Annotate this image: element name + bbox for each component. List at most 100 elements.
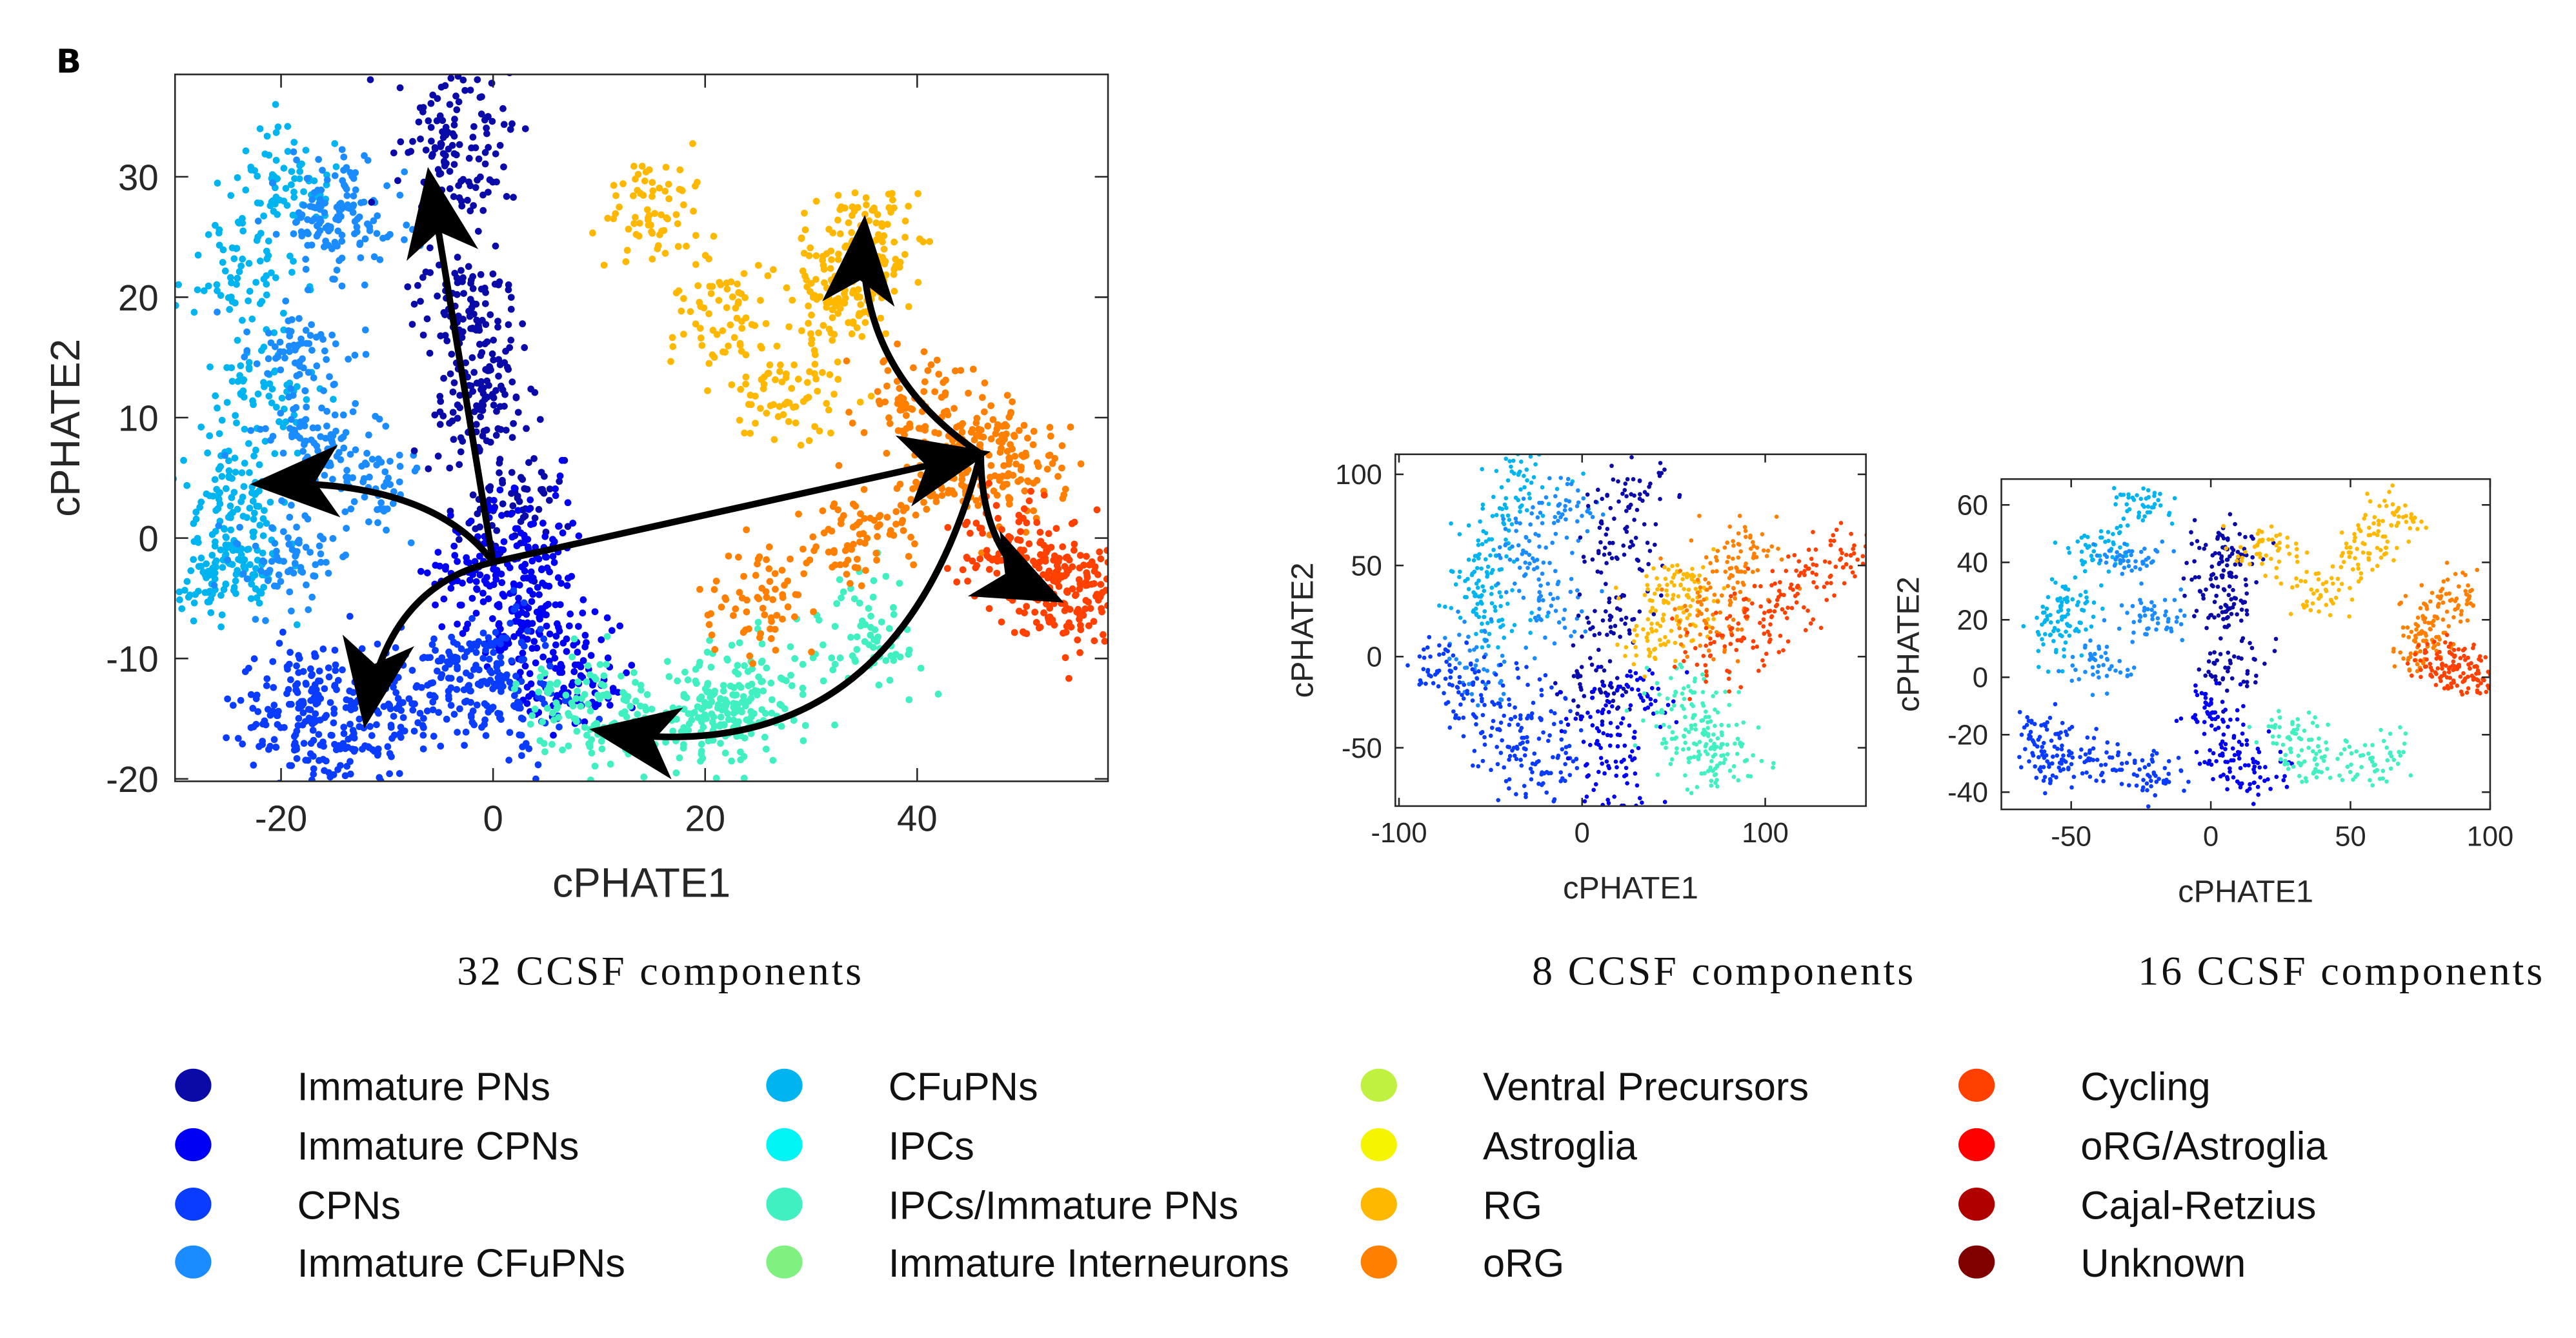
data-point <box>507 305 515 313</box>
data-point <box>607 760 614 768</box>
data-point <box>227 526 235 534</box>
data-point <box>1524 795 1528 800</box>
data-point <box>225 467 233 474</box>
data-point <box>1558 476 1564 480</box>
data-point <box>456 461 463 469</box>
data-point <box>492 150 499 157</box>
data-point <box>1697 573 1702 578</box>
data-point <box>740 270 748 278</box>
data-point <box>1516 675 1521 680</box>
data-point <box>1733 596 1738 601</box>
data-point <box>972 564 980 572</box>
data-point <box>1615 676 1620 680</box>
data-point <box>507 511 515 518</box>
data-point <box>1736 531 1741 536</box>
data-point <box>1622 774 1627 778</box>
data-point <box>696 325 704 332</box>
data-point <box>1556 511 1561 516</box>
data-point <box>1497 701 1502 706</box>
data-point <box>394 177 401 185</box>
data-point <box>337 199 345 207</box>
data-point <box>343 192 351 199</box>
data-point <box>1635 783 1640 788</box>
data-point <box>1607 659 1613 664</box>
data-point <box>1697 513 1702 518</box>
data-point <box>236 372 243 380</box>
data-point <box>258 298 266 305</box>
data-point <box>880 358 887 366</box>
data-point <box>1611 698 1616 704</box>
data-point <box>1471 712 1476 716</box>
data-point <box>320 387 327 394</box>
data-point <box>200 287 208 294</box>
data-point <box>1723 569 1728 574</box>
data-point <box>215 465 223 473</box>
data-point <box>1729 573 1733 578</box>
data-point <box>238 469 246 476</box>
data-point <box>483 377 491 385</box>
data-point <box>850 595 858 603</box>
data-point <box>426 349 434 357</box>
data-point <box>388 735 396 742</box>
data-point <box>836 561 844 569</box>
data-point <box>971 436 978 443</box>
data-point <box>1000 462 1007 469</box>
data-point <box>843 571 850 578</box>
data-point <box>1738 740 1742 745</box>
data-point <box>1458 569 1462 574</box>
data-point <box>1537 544 1542 549</box>
data-point <box>503 634 510 642</box>
data-point <box>323 558 330 566</box>
data-point <box>736 416 743 424</box>
data-point <box>1733 741 1737 746</box>
data-point <box>1036 539 1044 547</box>
data-point <box>543 622 550 630</box>
data-point <box>239 255 247 263</box>
data-point <box>287 328 295 335</box>
data-point <box>705 688 713 696</box>
data-point <box>1449 605 1454 611</box>
data-point <box>1571 759 1576 764</box>
data-point <box>1532 656 1537 661</box>
data-point <box>1715 784 1720 789</box>
data-point <box>308 687 315 695</box>
data-point <box>1540 571 1545 576</box>
data-point <box>604 214 612 222</box>
data-point <box>286 348 293 356</box>
data-point <box>318 404 325 412</box>
data-point <box>1508 716 1513 722</box>
data-point <box>810 370 818 378</box>
data-point <box>525 459 532 467</box>
data-point <box>857 510 864 518</box>
data-point <box>1640 568 1644 573</box>
data-point <box>279 629 287 636</box>
data-point <box>538 565 545 573</box>
data-point <box>409 706 417 714</box>
data-point <box>1020 421 1028 429</box>
data-point <box>1092 593 1100 600</box>
data-point <box>1502 713 1507 718</box>
data-point <box>1077 460 1085 468</box>
data-point <box>838 203 845 210</box>
data-point <box>890 270 898 278</box>
data-point <box>470 408 478 416</box>
data-point <box>1528 618 1533 623</box>
data-point <box>572 694 580 702</box>
data-point <box>1021 487 1029 495</box>
data-point <box>733 314 741 322</box>
data-point <box>1640 800 1644 805</box>
data-point <box>823 400 830 407</box>
data-point <box>834 506 842 514</box>
data-point <box>736 639 743 647</box>
data-point <box>511 692 518 700</box>
data-point <box>555 523 562 530</box>
data-point <box>757 405 764 412</box>
data-point <box>252 542 259 550</box>
data-point <box>1062 654 1069 662</box>
data-point <box>315 731 323 738</box>
data-point <box>1042 549 1050 556</box>
arrowhead <box>250 445 341 518</box>
data-point <box>856 310 864 318</box>
data-point <box>472 421 480 428</box>
data-point <box>1727 702 1732 707</box>
